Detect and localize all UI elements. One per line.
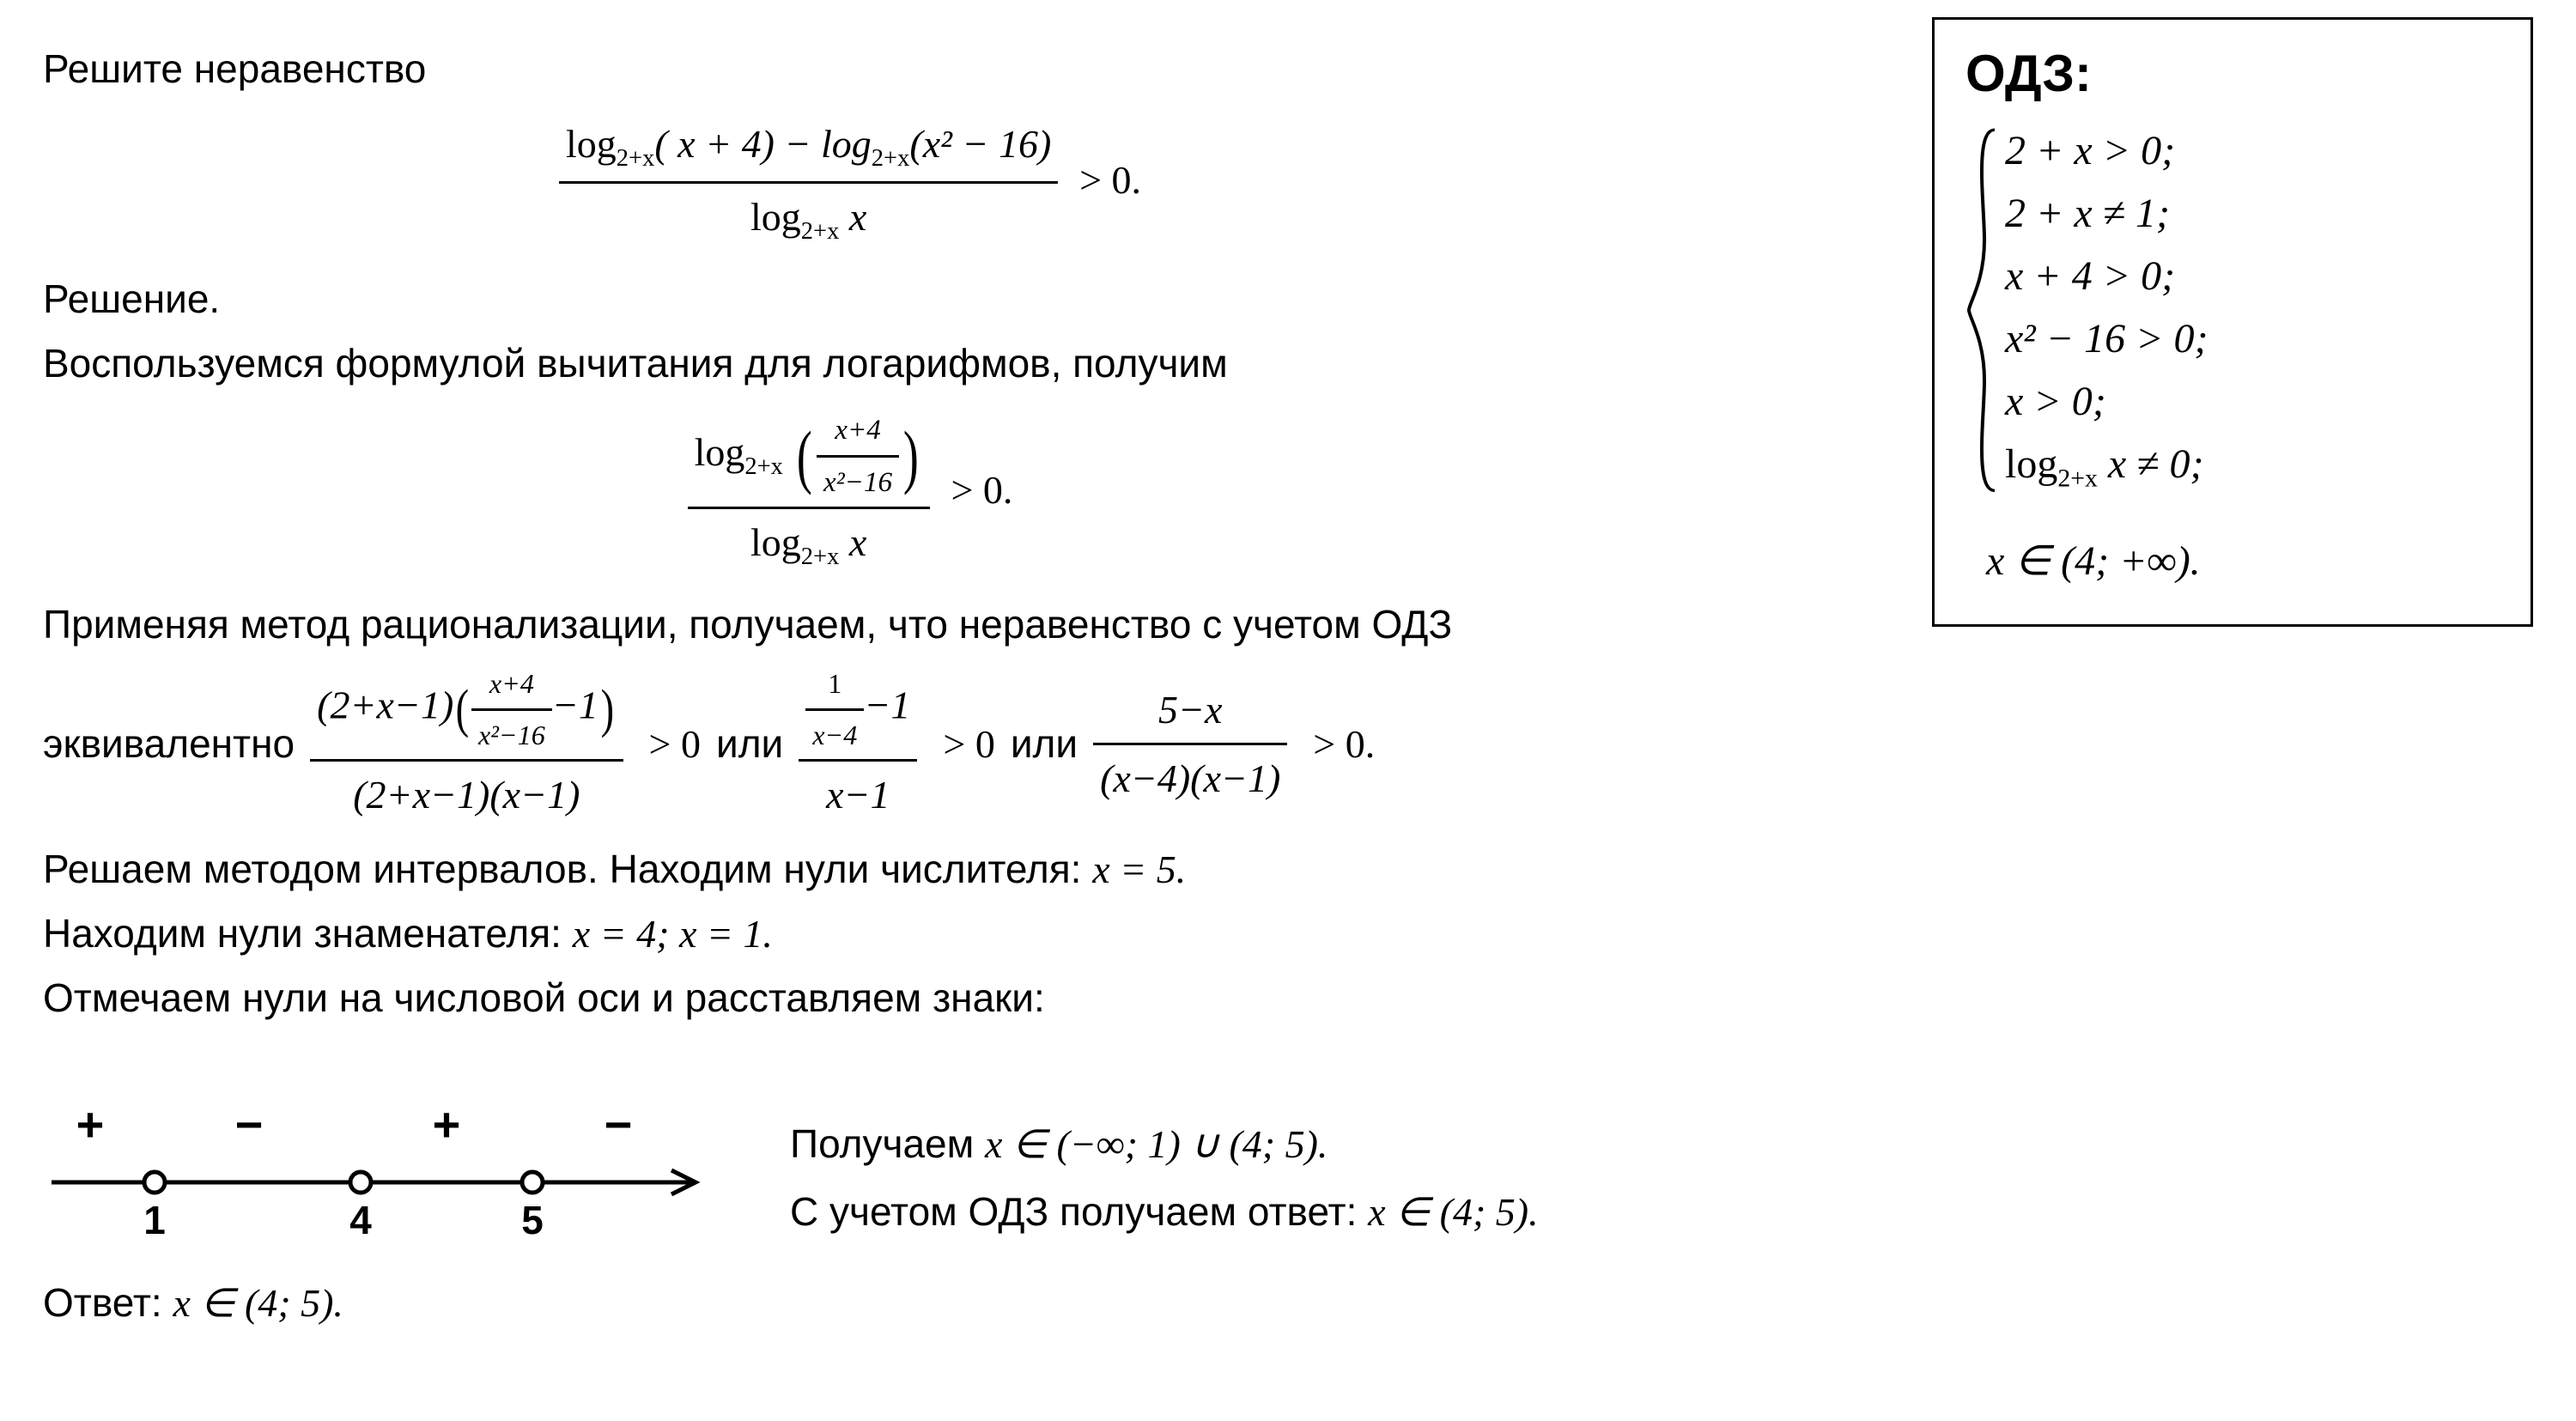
svg-text:1: 1	[143, 1198, 166, 1242]
equivalence-row: эквивалентно (2+x−1)( x+4 x²−16 −1) (2+x…	[43, 663, 1657, 824]
svg-text:−: −	[605, 1097, 633, 1151]
step-1: Воспользуемся формулой вычитания для лог…	[43, 334, 1657, 393]
odz-title: ОДЗ:	[1965, 44, 2500, 103]
step-3: Решаем методом интервалов. Находим нули …	[43, 840, 1657, 899]
number-line-diagram: 1 4 5 + − + −	[43, 1088, 713, 1268]
step-2: Применяя метод рационализации, получаем,…	[43, 595, 1657, 654]
diagram-result: Получаем x ∈ (−∞; 1) ∪ (4; 5). С учетом …	[790, 1110, 1539, 1246]
odz-line: x² − 16 > 0;	[2005, 315, 2500, 362]
step-5: Отмечаем нули на числовой оси и расставл…	[43, 969, 1657, 1028]
svg-text:4: 4	[349, 1198, 372, 1242]
odz-line: log2+x x ≠ 0;	[2005, 440, 2500, 494]
svg-text:+: +	[76, 1097, 105, 1151]
odz-line: 2 + x ≠ 1;	[2005, 190, 2500, 237]
svg-text:−: −	[235, 1097, 264, 1151]
answer: Ответ: x ∈ (4; 5).	[43, 1273, 1657, 1333]
svg-text:5: 5	[521, 1198, 544, 1242]
formula-3c: 5−x (x−4)(x−1)	[1093, 680, 1287, 808]
formula-3b: 1 x−4 −1 x−1	[799, 663, 917, 824]
svg-text:+: +	[433, 1097, 461, 1151]
formula-1: log2+x( x + 4) − log2+x(x² − 16) log2+x …	[43, 114, 1657, 251]
odz-line: x + 4 > 0;	[2005, 252, 2500, 300]
step-4: Находим нули знаменателя: x = 4; x = 1.	[43, 904, 1657, 963]
odz-brace-icon	[1965, 127, 2000, 494]
solution-label: Решение.	[43, 270, 1657, 329]
problem-label: Решите неравенство	[43, 39, 1657, 99]
odz-line: 2 + x > 0;	[2005, 127, 2500, 174]
formula-3a: (2+x−1)( x+4 x²−16 −1) (2+x−1)(x−1)	[310, 663, 623, 824]
odz-result: x ∈ (4; +∞).	[1965, 537, 2500, 585]
formula-2: log2+x ( x+4 x²−16 ) log2+x x > 0.	[43, 409, 1657, 576]
main-content: Решите неравенство log2+x( x + 4) − log2…	[43, 39, 1657, 1333]
odz-box: ОДЗ: 2 + x > 0; 2 + x ≠ 1; x + 4 > 0; x²…	[1932, 17, 2533, 627]
odz-line: x > 0;	[2005, 378, 2500, 425]
